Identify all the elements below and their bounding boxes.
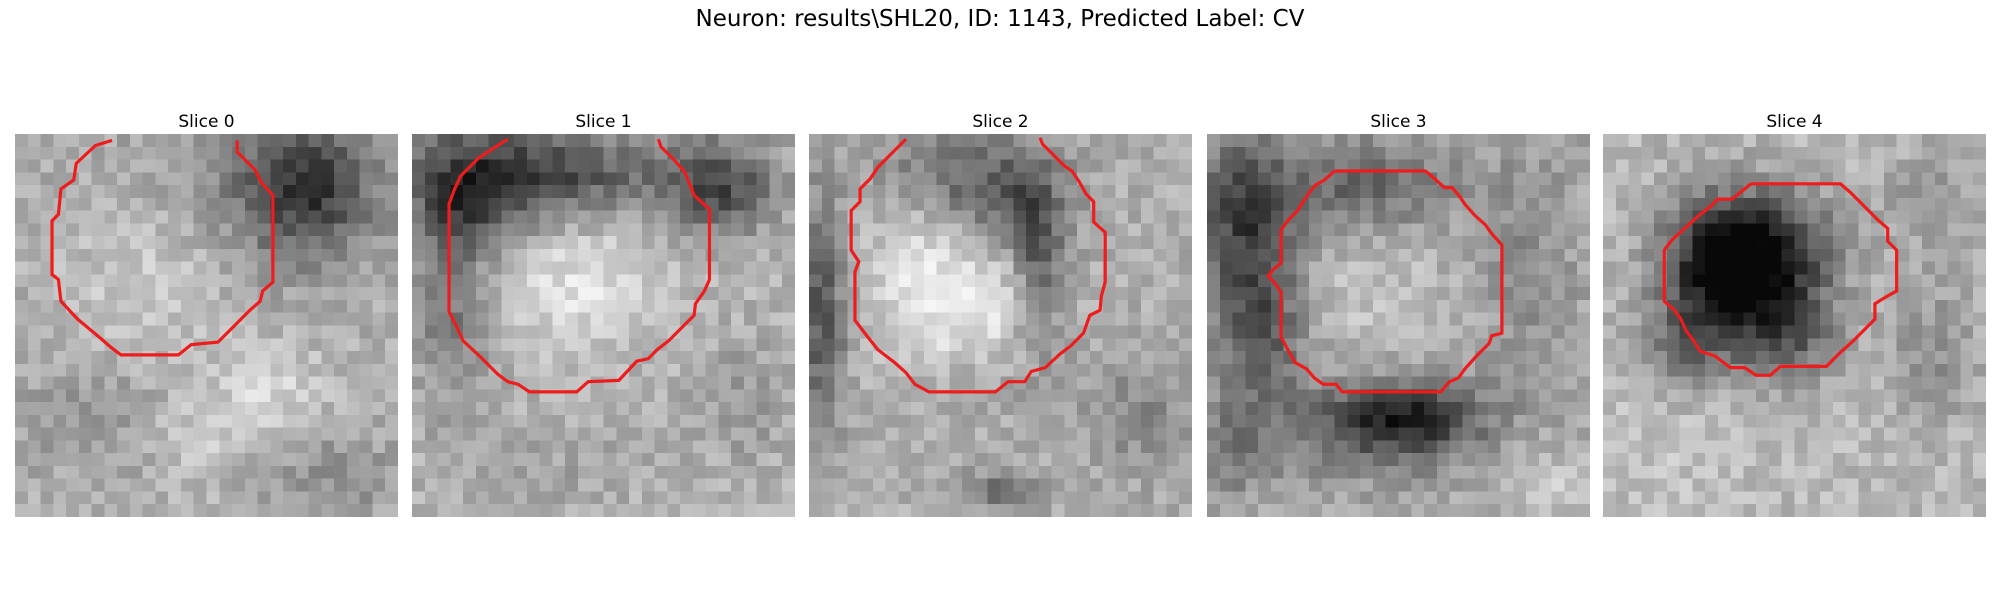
slice-title-3: Slice 3 xyxy=(1370,112,1427,132)
slice-title-1: Slice 1 xyxy=(575,112,632,132)
slice-image-2 xyxy=(809,134,1192,517)
slice-panel-0: Slice 0 xyxy=(15,112,398,522)
slice-pixels-0 xyxy=(15,134,398,517)
neuron-contour-1 xyxy=(447,137,712,394)
slice-pixels-3 xyxy=(1207,134,1590,517)
slice-panel-4: Slice 4 xyxy=(1603,112,1986,522)
slice-image-4 xyxy=(1603,134,1986,517)
slice-image-1 xyxy=(412,134,795,517)
slice-panel-2: Slice 2 xyxy=(809,112,1192,522)
neuron-contour-4 xyxy=(1662,182,1899,377)
neuron-contour-3 xyxy=(1266,169,1504,394)
slice-pixels-2 xyxy=(809,134,1192,517)
slice-panel-1: Slice 1 xyxy=(412,112,795,522)
slice-title-0: Slice 0 xyxy=(178,112,235,132)
slice-title-2: Slice 2 xyxy=(972,112,1029,132)
slice-pixels-1 xyxy=(412,134,795,517)
slice-image-0 xyxy=(15,134,398,517)
neuron-contour-0 xyxy=(50,138,275,357)
neuron-contour-2 xyxy=(849,137,1107,394)
slice-pixels-4 xyxy=(1603,134,1986,517)
slice-panel-3: Slice 3 xyxy=(1207,112,1590,522)
slice-title-4: Slice 4 xyxy=(1766,112,1823,132)
slice-image-3 xyxy=(1207,134,1590,517)
figure-title: Neuron: results\SHL20, ID: 1143, Predict… xyxy=(695,6,1305,32)
